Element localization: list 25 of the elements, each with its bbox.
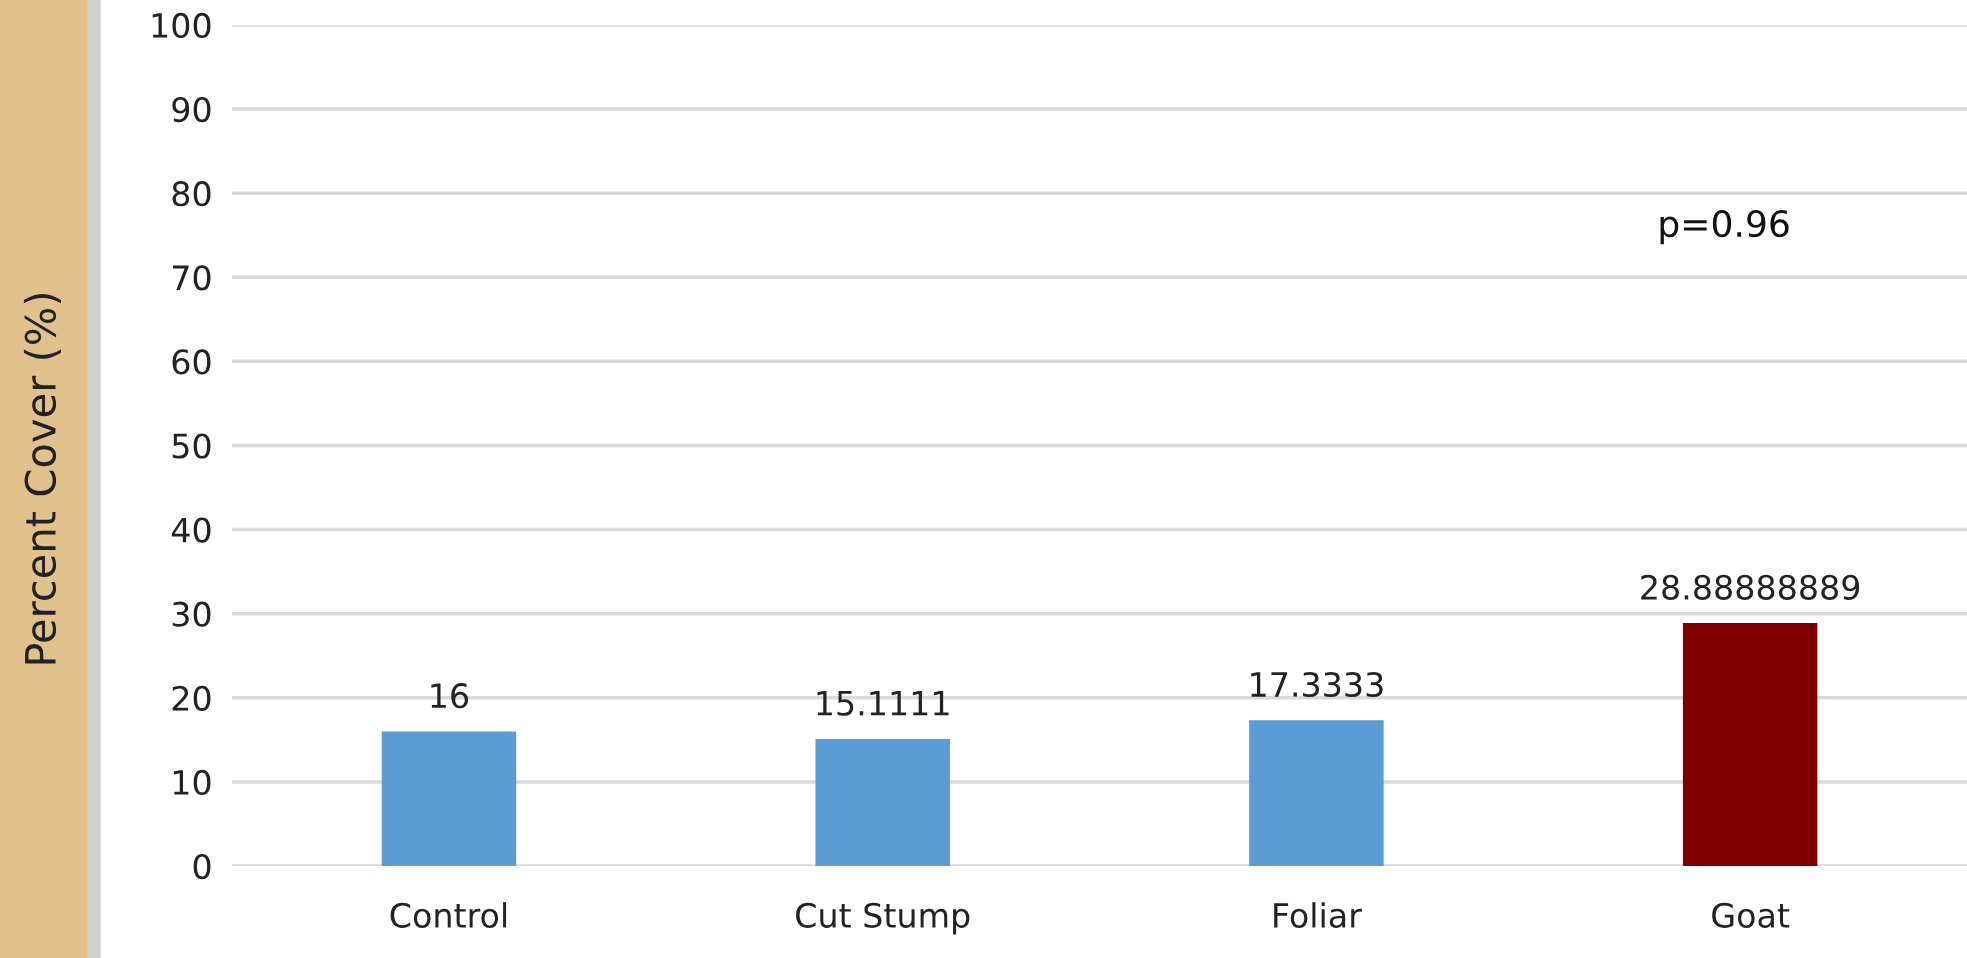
y-tick-label: 60 <box>172 349 211 375</box>
x-tick-label: Cut Stump <box>796 902 970 935</box>
y-tick-label: 90 <box>172 96 211 123</box>
data-label: 28.88888889 <box>1641 574 1860 600</box>
y-tick-label: 20 <box>172 685 211 711</box>
bar <box>381 731 517 867</box>
bar <box>1249 720 1384 867</box>
y-tick-label: 0 <box>193 853 211 880</box>
x-tick-label: Foliar <box>1274 902 1362 928</box>
y-tick-label: 100 <box>152 12 211 39</box>
data-label: 15.1111 <box>817 691 949 716</box>
y-tick-label: 50 <box>172 433 211 459</box>
bar <box>1682 623 1818 867</box>
y-tick-label: 10 <box>173 769 211 796</box>
y-tick-label: 70 <box>172 265 211 291</box>
data-label: 17.3333 <box>1251 671 1383 698</box>
y-tick-label: 80 <box>172 181 211 207</box>
y-tick-label: 40 <box>171 517 211 543</box>
y-tick-label: 30 <box>172 601 211 627</box>
y-axis-title: Percent Cover (%) <box>23 293 61 664</box>
x-tick-label: Control <box>390 902 507 928</box>
data-label: 16 <box>431 683 469 709</box>
x-tick-label: Goat <box>1712 902 1790 928</box>
bar <box>815 738 950 867</box>
annotation: p=0.96 <box>1660 209 1789 245</box>
